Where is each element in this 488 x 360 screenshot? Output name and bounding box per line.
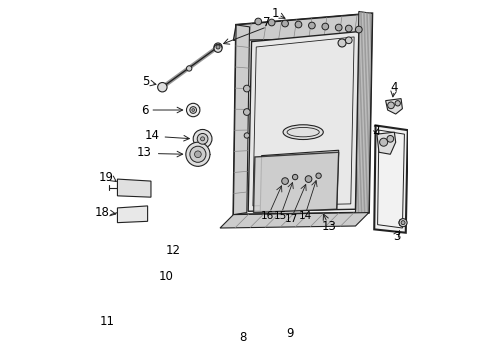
Circle shape: [194, 151, 201, 158]
Circle shape: [185, 142, 209, 166]
Circle shape: [355, 26, 362, 33]
Text: 3: 3: [392, 230, 400, 243]
Circle shape: [197, 134, 207, 144]
Circle shape: [305, 176, 311, 183]
Polygon shape: [253, 152, 338, 213]
Circle shape: [400, 221, 404, 225]
Text: 11: 11: [100, 315, 115, 328]
Circle shape: [308, 22, 315, 29]
Circle shape: [200, 137, 204, 141]
Polygon shape: [201, 288, 256, 315]
Polygon shape: [117, 206, 147, 222]
Polygon shape: [233, 13, 371, 40]
Circle shape: [216, 45, 220, 49]
Circle shape: [214, 44, 222, 52]
Circle shape: [210, 298, 218, 306]
Polygon shape: [220, 213, 368, 228]
Circle shape: [234, 296, 241, 303]
Circle shape: [113, 302, 121, 310]
Circle shape: [189, 107, 196, 113]
Circle shape: [244, 133, 249, 138]
Circle shape: [214, 43, 222, 51]
Circle shape: [254, 18, 261, 25]
Text: 9: 9: [285, 327, 293, 340]
Polygon shape: [376, 132, 395, 154]
Circle shape: [345, 37, 351, 44]
Circle shape: [285, 309, 290, 314]
Text: 5: 5: [142, 75, 150, 88]
Polygon shape: [233, 25, 249, 215]
Circle shape: [283, 306, 292, 316]
Circle shape: [243, 85, 250, 92]
Circle shape: [245, 294, 250, 299]
Circle shape: [191, 109, 194, 111]
Polygon shape: [355, 12, 371, 215]
Circle shape: [281, 178, 288, 184]
Text: 2: 2: [371, 123, 379, 137]
Circle shape: [186, 103, 200, 117]
Circle shape: [144, 276, 150, 281]
Circle shape: [394, 101, 400, 106]
Polygon shape: [135, 273, 160, 284]
Polygon shape: [137, 256, 169, 268]
Circle shape: [398, 219, 407, 227]
Text: 14: 14: [298, 211, 311, 221]
Text: 17: 17: [285, 214, 298, 224]
Text: 18: 18: [94, 206, 109, 219]
Circle shape: [337, 39, 346, 47]
Text: 19: 19: [99, 171, 113, 184]
Polygon shape: [260, 150, 338, 211]
Text: 14: 14: [144, 129, 160, 142]
Polygon shape: [117, 179, 151, 197]
Circle shape: [321, 23, 328, 30]
Circle shape: [144, 260, 150, 266]
Circle shape: [315, 173, 321, 179]
Circle shape: [193, 130, 211, 148]
Circle shape: [379, 138, 387, 146]
Circle shape: [189, 146, 205, 162]
Circle shape: [398, 219, 405, 226]
Text: 13: 13: [321, 220, 335, 233]
Text: 6: 6: [141, 104, 148, 117]
Text: 1: 1: [271, 7, 279, 20]
Ellipse shape: [283, 125, 323, 140]
Text: 13: 13: [137, 146, 151, 159]
Circle shape: [281, 20, 288, 27]
Circle shape: [115, 305, 119, 309]
Polygon shape: [233, 13, 371, 215]
Circle shape: [243, 109, 250, 115]
Circle shape: [295, 21, 301, 28]
Text: 16: 16: [260, 211, 273, 221]
Circle shape: [223, 294, 230, 301]
Circle shape: [186, 66, 191, 71]
Circle shape: [335, 24, 342, 31]
Circle shape: [292, 174, 297, 180]
Text: 7: 7: [263, 16, 270, 30]
Polygon shape: [248, 32, 358, 211]
Circle shape: [387, 102, 393, 109]
Circle shape: [268, 19, 274, 26]
Polygon shape: [373, 125, 407, 233]
Circle shape: [386, 135, 393, 142]
Text: 12: 12: [165, 244, 180, 257]
Text: 8: 8: [239, 332, 246, 345]
Text: 4: 4: [389, 81, 397, 94]
Text: 10: 10: [159, 270, 173, 283]
Text: 15: 15: [273, 211, 286, 221]
Polygon shape: [385, 99, 402, 114]
Circle shape: [345, 25, 351, 32]
Circle shape: [157, 82, 167, 92]
